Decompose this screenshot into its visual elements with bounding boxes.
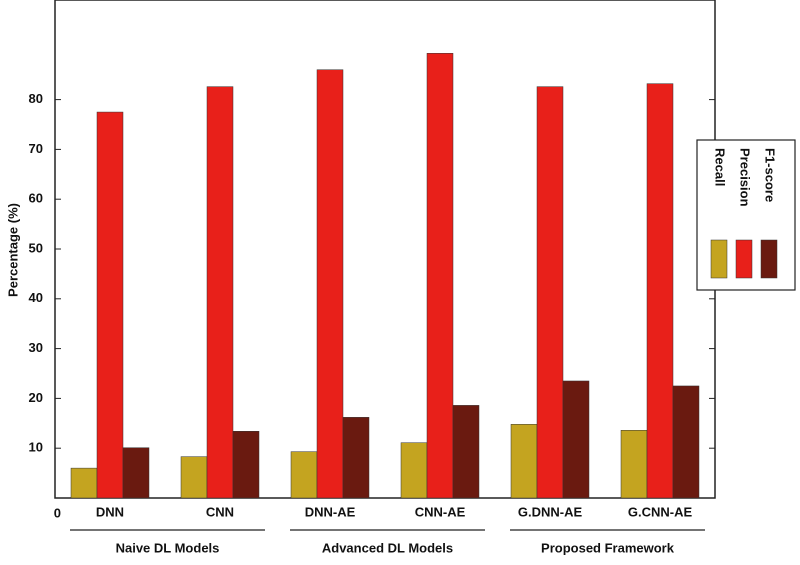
bar [672, 385, 700, 499]
bar [646, 83, 674, 499]
legend-swatch [735, 239, 753, 279]
y-tick-label: 40 [29, 290, 43, 305]
bar [510, 424, 538, 499]
x-tick-label: CNN [206, 504, 234, 519]
x-tick-label: DNN-AE [305, 504, 356, 519]
y-tick-label: 0 [54, 505, 61, 520]
legend-label: Precision [738, 148, 753, 207]
bar [206, 86, 234, 499]
y-tick-label: 50 [29, 240, 43, 255]
legend-swatch [710, 239, 728, 279]
x-tick-label: DNN [96, 504, 124, 519]
bar [290, 451, 318, 499]
y-tick-label: 20 [29, 390, 43, 405]
bar [426, 53, 454, 499]
legend-label: F1-score [763, 148, 778, 202]
bar [232, 431, 260, 499]
x-tick-label: G.DNN-AE [518, 504, 583, 519]
group-label: Advanced DL Models [322, 540, 453, 555]
y-tick-label: 80 [29, 91, 43, 106]
bar [452, 405, 480, 499]
legend-label: Recall [713, 148, 728, 186]
bar [620, 430, 648, 499]
x-tick-label: CNN-AE [415, 504, 466, 519]
bar [96, 111, 124, 499]
y-tick-label: 10 [29, 440, 43, 455]
bar [562, 380, 590, 499]
bar [316, 69, 344, 499]
x-tick-label: G.CNN-AE [628, 504, 693, 519]
bar [536, 86, 564, 499]
y-tick-label: 30 [29, 340, 43, 355]
y-tick-label: 60 [29, 191, 43, 206]
y-tick-label: 70 [29, 141, 43, 156]
bar [400, 442, 428, 499]
bar [342, 417, 370, 499]
group-label: Proposed Framework [541, 540, 675, 555]
legend-swatch [760, 239, 778, 279]
y-axis-label: Percentage (%) [5, 203, 20, 297]
plot-frame [54, 0, 716, 499]
bar [122, 447, 150, 499]
bar [180, 456, 208, 499]
bar [70, 467, 98, 499]
group-label: Naive DL Models [116, 540, 220, 555]
